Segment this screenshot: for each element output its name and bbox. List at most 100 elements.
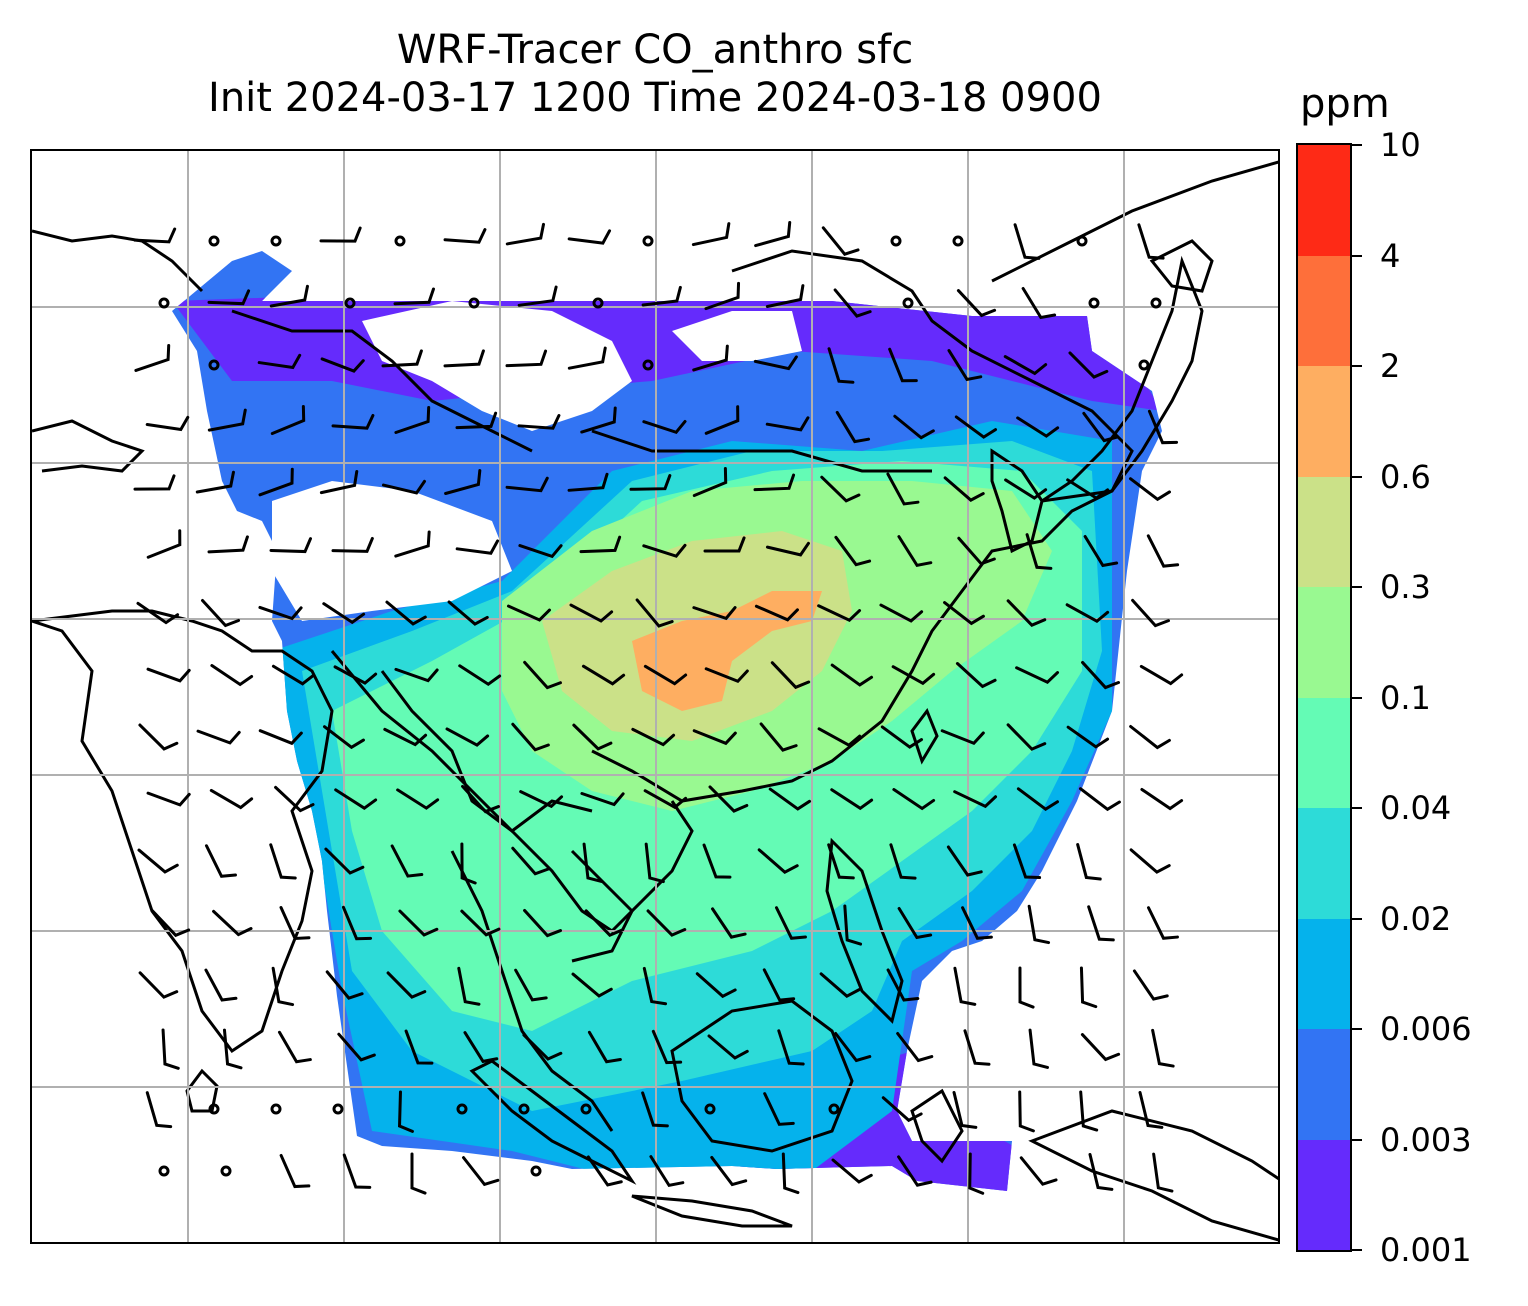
wind-barb	[765, 416, 810, 432]
calm-wind-marker	[468, 297, 480, 309]
colorbar-segment	[1298, 918, 1350, 1029]
map-panel	[30, 149, 1280, 1244]
wind-barb	[1151, 1028, 1175, 1068]
coast-borneo	[670, 999, 854, 1153]
calm-wind-marker	[208, 235, 220, 247]
wind-barb	[386, 971, 427, 999]
calm-wind-marker	[952, 235, 964, 247]
wind-barb	[331, 536, 374, 553]
calm-wind-marker	[592, 297, 604, 309]
wind-barb	[886, 968, 920, 1002]
coast-malay	[450, 850, 614, 1132]
colorbar-tick-label: 0.006	[1380, 1010, 1472, 1048]
wind-barb	[754, 604, 799, 622]
wind-barb	[146, 529, 182, 559]
wind-barb	[567, 472, 609, 492]
calm-wind-marker	[642, 235, 654, 247]
wind-barb	[1087, 905, 1115, 942]
wind-barb	[342, 1153, 372, 1189]
wind-barb	[522, 1033, 563, 1061]
coast-srilanka	[185, 1068, 219, 1113]
wind-barb	[897, 535, 933, 568]
wind-barb	[1018, 966, 1035, 1009]
wind-barb	[888, 347, 918, 383]
wind-barb	[770, 661, 811, 690]
colorbar-tick-label: 10	[1380, 126, 1421, 164]
wind-barb	[646, 909, 687, 937]
wind-barb	[704, 405, 740, 435]
wind-barb	[1066, 725, 1110, 749]
wind-barb	[322, 602, 366, 625]
colorbar-segment	[1298, 255, 1350, 366]
calm-wind-marker	[270, 235, 282, 247]
wind-barb	[879, 603, 924, 623]
wind-barb	[642, 966, 668, 1006]
wind-barb	[455, 411, 498, 430]
wind-barb	[569, 603, 614, 623]
wind-barb	[258, 605, 303, 621]
calm-wind-marker	[518, 1103, 530, 1115]
wind-barb	[893, 414, 935, 440]
wind-barb	[830, 663, 874, 687]
wind-barb	[196, 729, 241, 745]
wind-barb	[581, 664, 626, 686]
coast-indochina	[330, 650, 694, 933]
colorbar-tick-label: 0.6	[1380, 457, 1431, 496]
wind-barb	[651, 1029, 683, 1065]
wind-barb	[765, 541, 810, 557]
calm-wind-marker	[158, 297, 170, 309]
wind-barb	[644, 842, 665, 884]
wind-barb	[1065, 603, 1110, 624]
colorbar-segment	[1298, 144, 1350, 256]
wind-barb	[222, 1028, 243, 1070]
wind-barb	[137, 848, 179, 874]
calm-wind-marker	[1088, 297, 1100, 309]
wind-barb	[702, 843, 732, 879]
wind-barb	[1083, 534, 1119, 568]
calm-wind-marker	[580, 1103, 592, 1115]
calm-wind-marker	[270, 1103, 282, 1115]
wind-barb	[1028, 1028, 1049, 1069]
wind-barb	[161, 1028, 180, 1070]
wind-barb	[517, 285, 558, 307]
wind-barb	[572, 723, 613, 751]
wind-barb	[629, 474, 672, 491]
coast-china-east	[591, 249, 1134, 803]
wind-barb	[333, 665, 378, 685]
wind-barb	[1139, 664, 1184, 686]
calm-wind-marker	[220, 1165, 232, 1177]
wind-barb	[463, 1031, 499, 1064]
wind-barb	[834, 1032, 872, 1063]
wind-barb	[334, 788, 378, 810]
wind-barb	[1015, 666, 1060, 685]
calm-wind-marker	[332, 1103, 344, 1115]
wind-barb	[444, 469, 482, 496]
wind-barb	[133, 474, 176, 491]
wind-barb	[209, 788, 254, 810]
wind-barb	[827, 347, 855, 384]
coast-west-asia	[32, 229, 204, 293]
wind-barb	[207, 535, 249, 554]
wind-barb	[956, 289, 997, 318]
colorbar-tick	[1352, 586, 1362, 588]
field-gap-mongolia	[362, 301, 632, 431]
wind-barb	[889, 843, 917, 880]
wind-barb	[258, 467, 294, 497]
coast-korea	[990, 448, 1044, 554]
wind-barb	[458, 664, 502, 687]
calm-wind-marker	[890, 235, 902, 247]
wind-barb	[204, 968, 238, 1002]
colorbar-tick	[1352, 475, 1362, 478]
colorbar-tick-label: 0.003	[1380, 1120, 1472, 1159]
wind-barb	[1004, 478, 1048, 500]
wind-barb	[567, 346, 607, 370]
border-4	[570, 849, 634, 963]
wind-barb	[462, 1156, 500, 1187]
wind-barb	[341, 905, 373, 941]
wind-barb	[201, 598, 241, 628]
wind-barb	[1027, 904, 1051, 945]
wind-barb	[518, 544, 563, 559]
wind-barb	[324, 847, 365, 875]
wind-barb	[880, 725, 924, 749]
wind-barb	[505, 349, 548, 368]
